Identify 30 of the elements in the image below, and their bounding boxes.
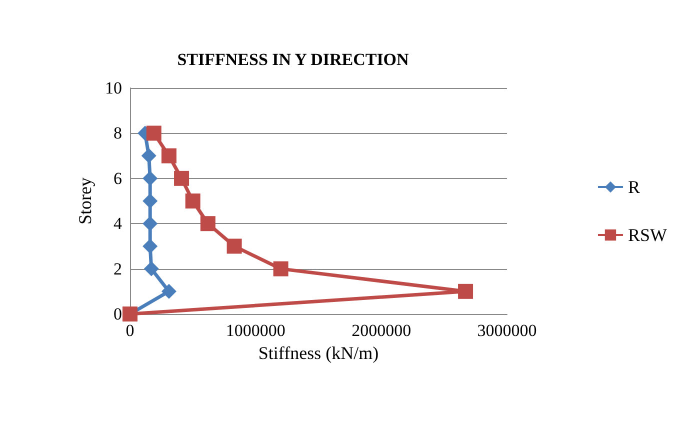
x-tick-label: 2000000 [352,321,412,340]
y-tick-label: 2 [114,259,122,278]
y-tick-label: 4 [114,214,122,234]
legend-label: RSW [628,225,668,245]
point [144,261,159,276]
x-tick-label: 1000000 [226,321,286,340]
x-tick-label: 3000000 [477,321,537,340]
y-tick-label: 6 [114,168,122,188]
point [142,194,158,208]
point [161,148,176,164]
point [226,238,242,254]
point [200,216,216,232]
point [142,216,158,232]
point [161,284,176,299]
point [142,238,158,254]
y-axis-title: Storey [75,178,95,224]
legend-label: R [628,177,640,197]
x-axis-title: Stiffness (kN/m) [258,342,379,363]
y-tick-label: 0 [114,304,122,324]
point [273,261,288,276]
x-tick-label: 0 [126,321,134,340]
point [142,170,158,186]
point [185,194,200,208]
y-tick-label: 8 [114,124,122,143]
chart-title: STIFFNESS IN Y DIRECTION [177,50,410,69]
point [458,284,474,299]
y-tick-label: 10 [105,78,122,98]
point [141,148,156,164]
point [146,126,162,141]
point [174,170,190,186]
